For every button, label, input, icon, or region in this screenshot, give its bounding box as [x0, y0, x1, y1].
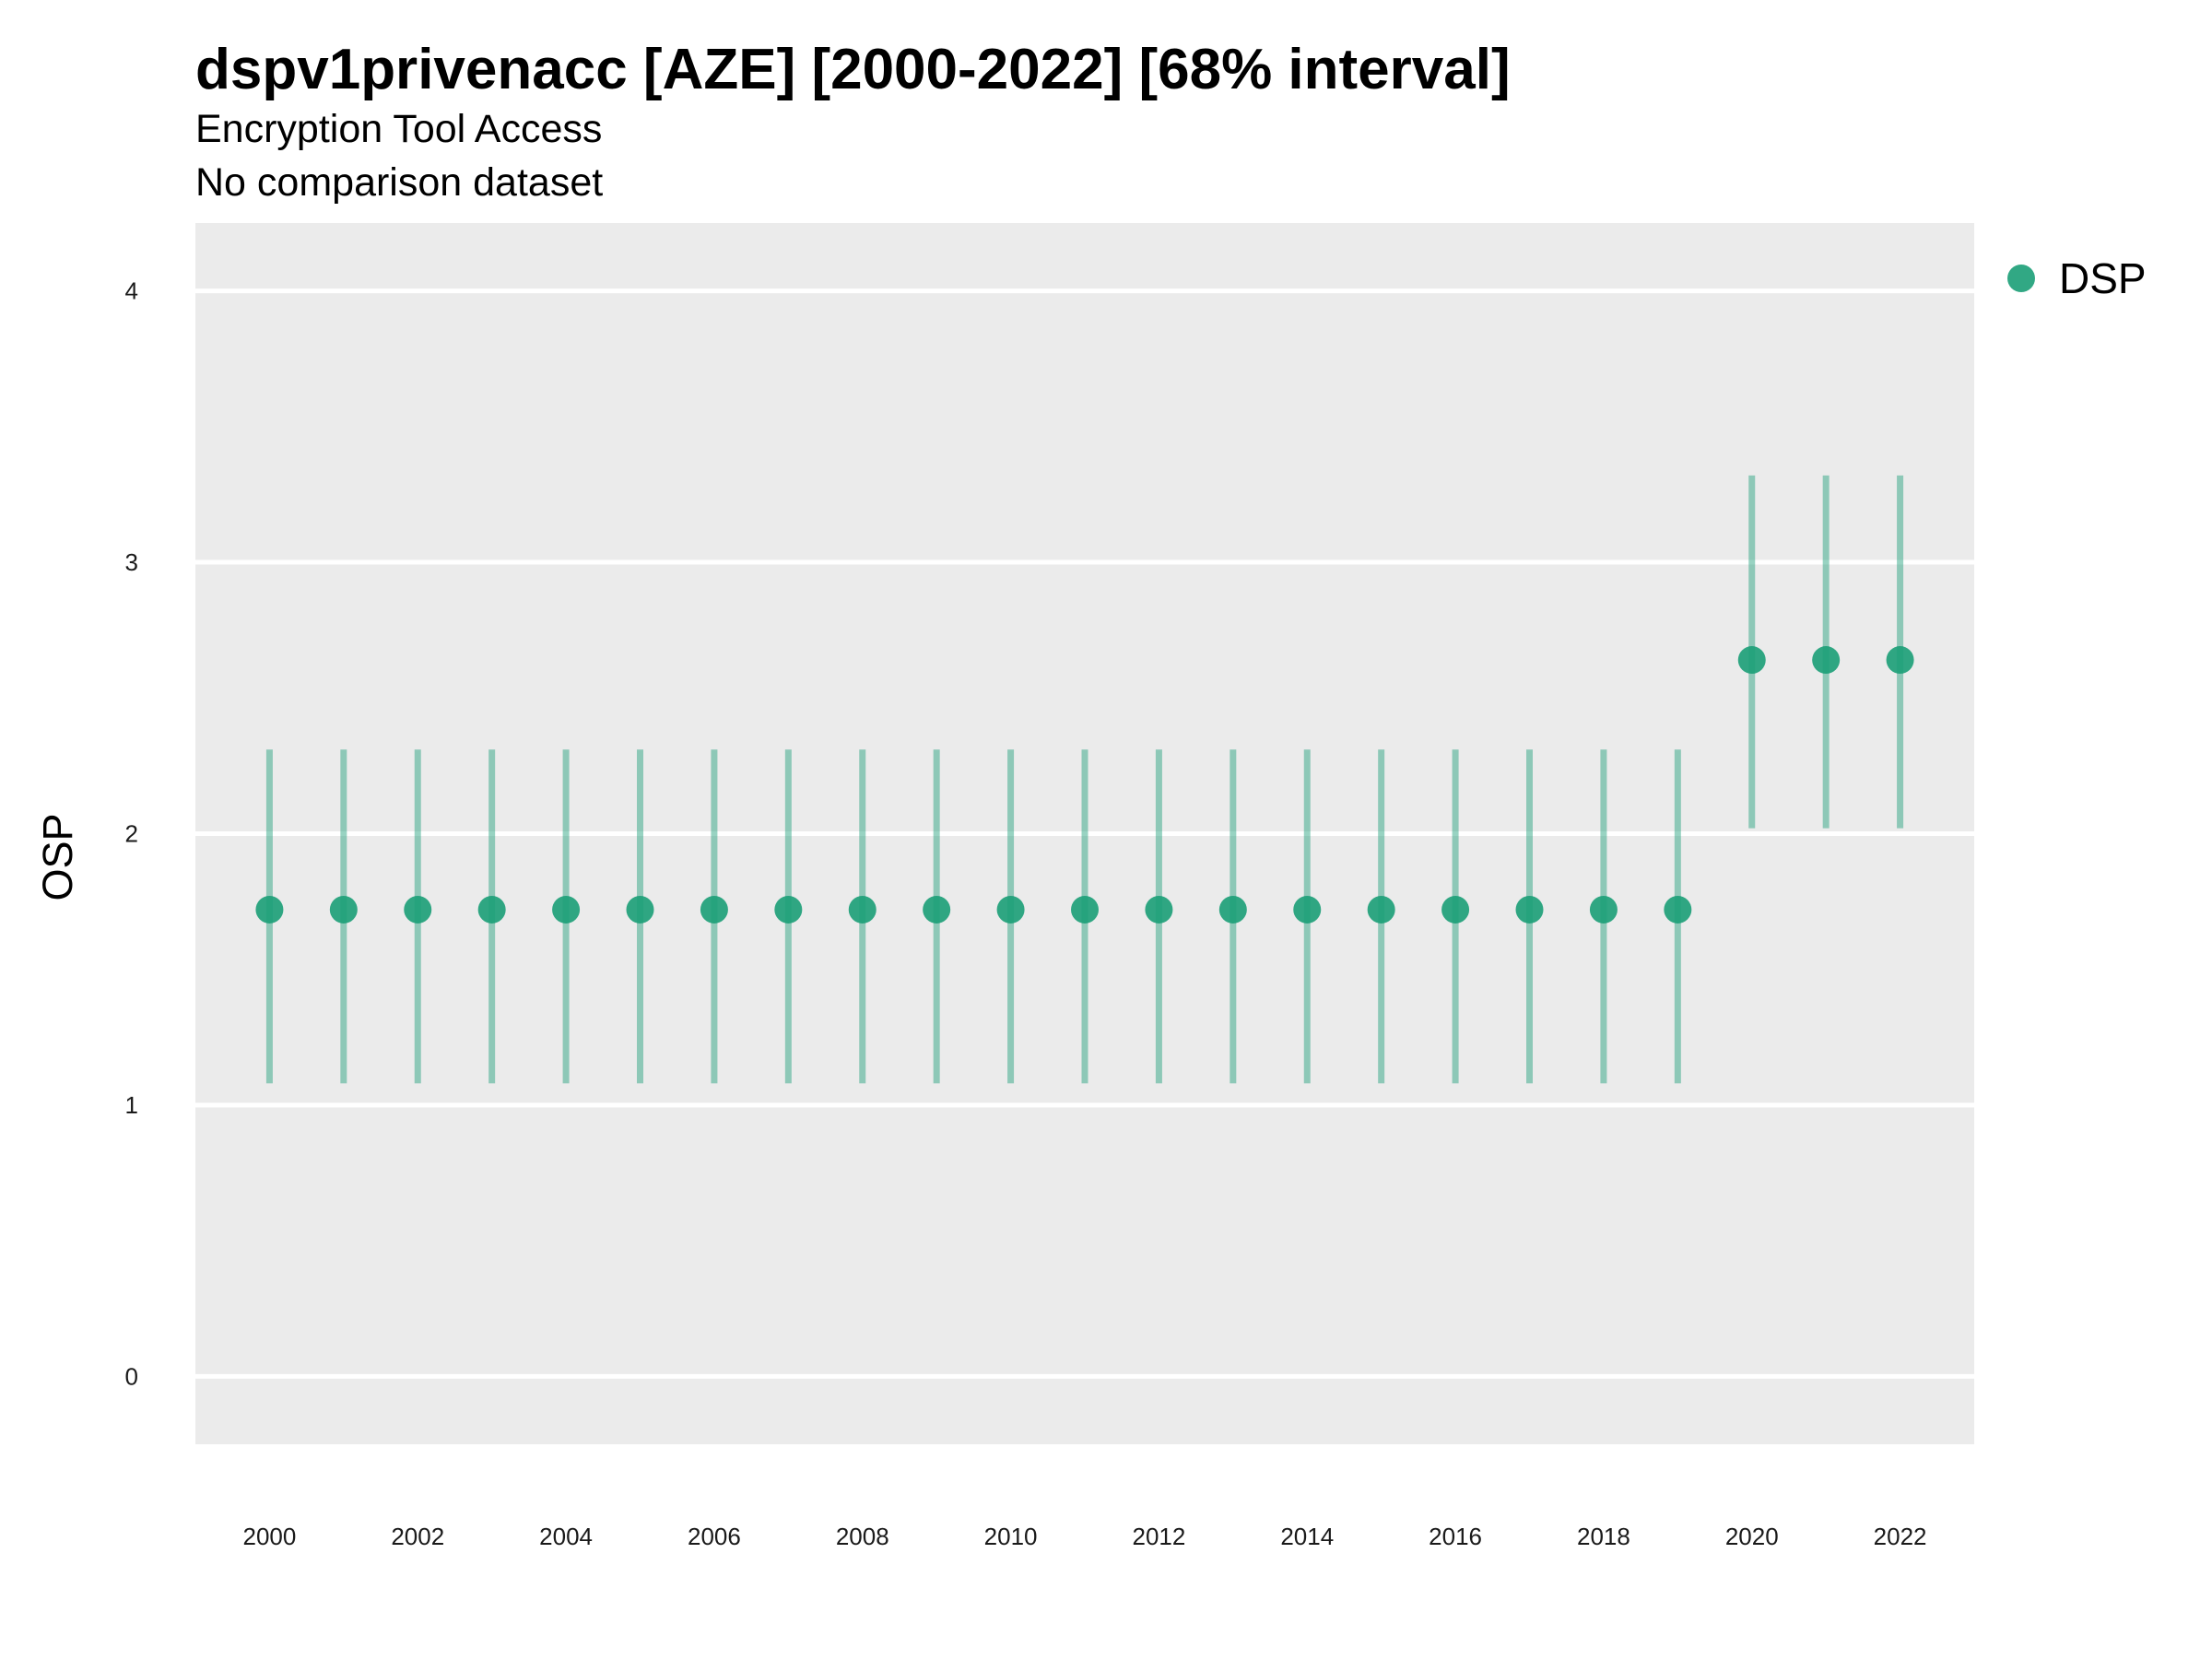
chart-caption: No comparison dataset [195, 160, 604, 205]
data-point-2000 [255, 895, 284, 924]
data-point-2007 [774, 895, 803, 924]
legend-label-dsp: DSP [2059, 254, 2147, 302]
x-tick-label-2008: 2008 [836, 1523, 889, 1550]
chart-subtitle: Encryption Tool Access [195, 107, 603, 151]
data-point-2017 [1515, 895, 1544, 924]
x-tick-label-2014: 2014 [1280, 1523, 1334, 1550]
y-tick-label-1: 1 [125, 1091, 138, 1119]
x-tick-label-2016: 2016 [1429, 1523, 1482, 1550]
data-points [255, 646, 1914, 924]
data-point-2021 [1812, 646, 1841, 675]
data-point-2016 [1441, 895, 1470, 924]
y-tick-label-4: 4 [125, 277, 138, 305]
x-tick-label-2006: 2006 [688, 1523, 741, 1550]
x-tick-label-2012: 2012 [1132, 1523, 1185, 1550]
grid-lines [195, 288, 1974, 1379]
data-point-2011 [1071, 895, 1099, 924]
x-tick-label-2002: 2002 [391, 1523, 444, 1550]
data-point-2009 [923, 895, 951, 924]
data-point-2005 [626, 895, 654, 924]
y-tick-label-0: 0 [125, 1362, 138, 1390]
data-point-2010 [996, 895, 1025, 924]
x-tick-label-2000: 2000 [242, 1523, 296, 1550]
data-point-2006 [700, 895, 728, 924]
x-tick-label-2018: 2018 [1577, 1523, 1630, 1550]
data-point-2008 [848, 895, 877, 924]
data-point-2001 [329, 895, 358, 924]
data-point-2003 [477, 895, 506, 924]
data-point-2012 [1145, 895, 1173, 924]
data-point-2015 [1367, 895, 1395, 924]
x-tick-label-2022: 2022 [1874, 1523, 1927, 1550]
legend-key-dsp [2007, 265, 2035, 292]
x-tick-label-2004: 2004 [539, 1523, 593, 1550]
y-tick-labels: 0 1 2 3 4 [125, 277, 138, 1391]
x-tick-labels: 2000 2002 2004 2006 2008 2010 2012 2014 2016 2018… [242, 1523, 1926, 1550]
data-point-2002 [404, 895, 432, 924]
y-tick-label-3: 3 [125, 548, 138, 576]
data-point-2014 [1293, 895, 1322, 924]
x-tick-label-2010: 2010 [984, 1523, 1038, 1550]
data-point-2018 [1589, 895, 1618, 924]
x-tick-label-2020: 2020 [1725, 1523, 1779, 1550]
data-point-2004 [552, 895, 581, 924]
data-point-2022 [1886, 646, 1914, 675]
data-point-2020 [1737, 646, 1766, 675]
chart-title: dspv1privenacc [AZE] [2000-2022] [68% in… [195, 38, 1511, 101]
legend: DSP [2007, 253, 2147, 303]
data-point-2013 [1218, 895, 1247, 924]
data-point-2019 [1664, 895, 1692, 924]
y-tick-label-2: 2 [125, 820, 138, 848]
